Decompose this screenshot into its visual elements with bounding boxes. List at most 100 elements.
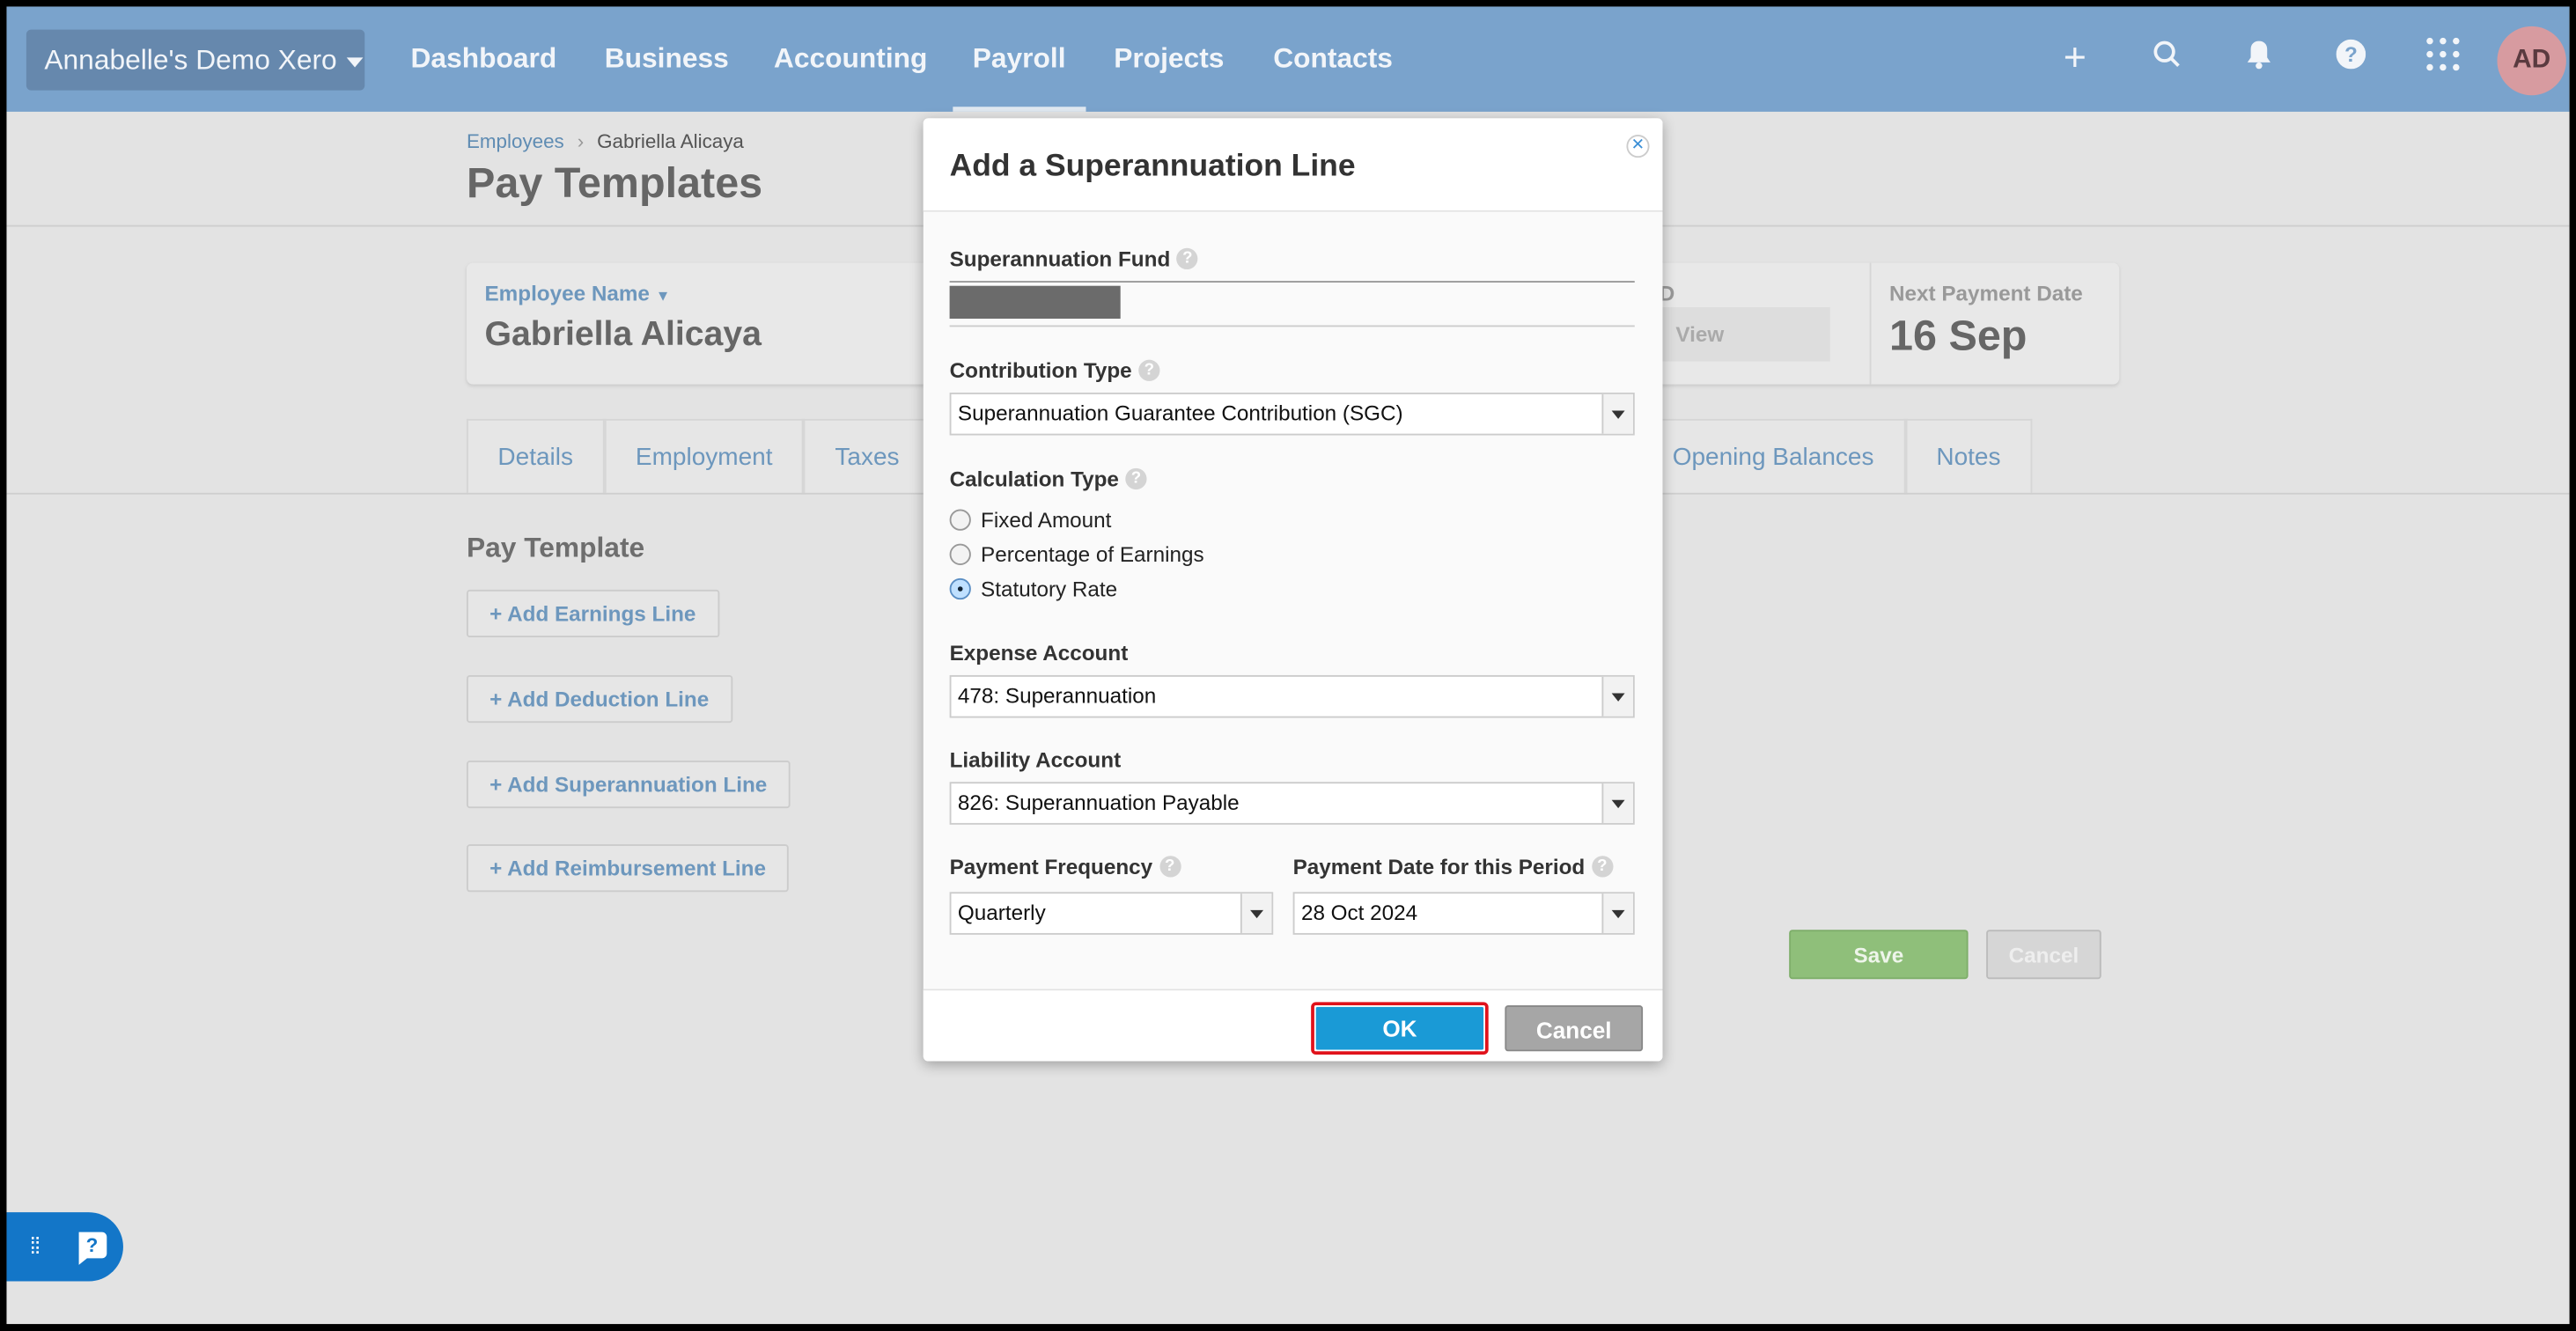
radio-fixed-amount[interactable]: Fixed Amount <box>949 507 1112 534</box>
help-icon[interactable]: ? <box>1176 247 1198 270</box>
help-icon[interactable]: ? <box>1159 856 1181 878</box>
employee-name-dropdown[interactable]: Employee Name ▼ <box>484 281 670 305</box>
help-icon[interactable]: ? <box>2328 36 2374 82</box>
radio-circle-selected[interactable] <box>949 577 971 600</box>
employee-name-label: Employee Name <box>484 281 650 306</box>
breadcrumb-current: Gabriella Alicaya <box>597 129 744 153</box>
next-payment-label: Next Payment Date <box>1889 281 2083 306</box>
payment-frequency-value: Quarterly <box>957 900 1046 925</box>
dialog-cancel-button[interactable]: Cancel <box>1505 1005 1644 1052</box>
radio-label: Percentage of Earnings <box>981 541 1204 567</box>
tab-employment[interactable]: Employment <box>604 418 804 495</box>
nav-contacts[interactable]: Contacts <box>1273 42 1393 74</box>
tabs: Details Employment Taxes <box>466 418 931 495</box>
expense-label: Expense Account <box>949 640 1129 666</box>
chevron-down-icon[interactable] <box>1601 893 1633 933</box>
liability-account-select[interactable]: 826: Superannuation Payable <box>949 782 1635 825</box>
search-icon[interactable] <box>2144 36 2190 82</box>
employee-name: Gabriella Alicaya <box>484 315 762 354</box>
liability-account-value: 826: Superannuation Payable <box>957 790 1240 815</box>
calc-label: Calculation Type? <box>950 467 1147 491</box>
nav-dashboard[interactable]: Dashboard <box>410 42 557 74</box>
divider <box>1869 262 1872 385</box>
payment-date-label-text: Payment Date for this Period <box>1292 854 1586 879</box>
ok-label: OK <box>1315 1006 1484 1050</box>
add-reimbursement-line-button[interactable]: + Add Reimbursement Line <box>466 844 790 893</box>
dialog-title: Add a Superannuation Line <box>949 149 1356 185</box>
fund-label: Superannuation Fund? <box>950 246 1198 271</box>
partial-label: D <box>1659 281 1675 306</box>
chevron-right-icon: › <box>577 129 585 153</box>
help-widget-button[interactable]: ⁞⁞ ? <box>6 1212 123 1282</box>
contribution-label-text: Contribution Type <box>949 357 1132 383</box>
bell-icon[interactable] <box>2236 36 2282 82</box>
close-icon[interactable]: ✕ <box>1626 135 1650 158</box>
radio-circle[interactable] <box>949 543 971 565</box>
frequency-label: Payment Frequency? <box>950 854 1181 879</box>
chevron-down-icon[interactable] <box>1601 676 1633 717</box>
radio-statutory-rate[interactable]: Statutory Rate <box>949 577 1118 603</box>
avatar[interactable]: AD <box>2497 26 2566 96</box>
breadcrumb-employees[interactable]: Employees <box>466 129 564 153</box>
contribution-label: Contribution Type? <box>950 358 1160 383</box>
tab-opening-balances[interactable]: Opening Balances <box>1641 418 1905 495</box>
apps-grid-icon[interactable] <box>2420 36 2466 82</box>
add-deduction-line-button[interactable]: + Add Deduction Line <box>466 674 732 724</box>
save-button[interactable]: Save <box>1789 930 1969 980</box>
contribution-type-select[interactable]: Superannuation Guarantee Contribution (S… <box>949 392 1635 436</box>
chat-help-icon: ? <box>78 1232 107 1265</box>
contribution-type-value: Superannuation Guarantee Contribution (S… <box>957 401 1403 426</box>
divider <box>949 325 1635 327</box>
expense-account-select[interactable]: 478: Superannuation <box>949 674 1635 718</box>
nav-payroll[interactable]: Payroll <box>953 6 1086 112</box>
radio-label: Fixed Amount <box>981 507 1112 533</box>
plus-icon[interactable]: + <box>2063 36 2087 81</box>
help-icon[interactable]: ? <box>1591 856 1613 878</box>
expense-account-value: 478: Superannuation <box>957 683 1157 709</box>
frequency-label-text: Payment Frequency <box>949 854 1153 879</box>
breadcrumb: Employees › Gabriella Alicaya <box>467 129 744 152</box>
dialog-header <box>923 118 1663 212</box>
payment-date-select[interactable]: 28 Oct 2024 <box>1292 892 1635 935</box>
fund-value-redacted[interactable] <box>949 285 1121 320</box>
help-icon[interactable]: ? <box>1138 359 1160 381</box>
pay-template-title: Pay Template <box>466 532 645 564</box>
nav-business[interactable]: Business <box>604 42 729 74</box>
chevron-down-icon[interactable] <box>1601 783 1633 823</box>
add-earnings-line-button[interactable]: + Add Earnings Line <box>466 589 719 638</box>
fund-label-text: Superannuation Fund <box>949 246 1171 271</box>
payment-frequency-select[interactable]: Quarterly <box>949 892 1274 935</box>
nav-accounting[interactable]: Accounting <box>773 42 928 74</box>
tabs-right: Opening Balances Notes <box>1641 418 2032 495</box>
tab-taxes[interactable]: Taxes <box>803 418 931 495</box>
chevron-down-icon[interactable] <box>1601 393 1633 434</box>
next-payment-date: 16 Sep <box>1889 310 2028 360</box>
cancel-button[interactable]: Cancel <box>1986 930 2101 980</box>
ok-button[interactable]: OK <box>1311 1002 1489 1055</box>
nav-projects[interactable]: Projects <box>1114 42 1225 74</box>
divider <box>949 281 1635 283</box>
caret-down-icon <box>346 56 364 67</box>
tab-notes[interactable]: Notes <box>1904 418 2032 495</box>
caret-down-icon: ▼ <box>655 287 671 305</box>
add-superannuation-dialog: Add a Superannuation Line ✕ Superannuati… <box>923 118 1663 1062</box>
radio-label: Statutory Rate <box>981 577 1118 601</box>
radio-circle[interactable] <box>949 509 971 531</box>
svg-text:?: ? <box>86 1234 99 1256</box>
add-superannuation-line-button[interactable]: + Add Superannuation Line <box>466 761 791 809</box>
payment-date-label: Payment Date for this Period? <box>1293 854 1613 879</box>
calc-label-text: Calculation Type <box>949 466 1119 491</box>
view-button[interactable]: View <box>1649 306 1830 362</box>
chevron-down-icon[interactable] <box>1240 893 1272 933</box>
tab-details[interactable]: Details <box>466 418 605 495</box>
radio-percentage-of-earnings[interactable]: Percentage of Earnings <box>949 541 1204 569</box>
org-switcher[interactable]: Annabelle's Demo Xero <box>26 29 365 91</box>
drag-handle-icon[interactable]: ⁞⁞ <box>29 1232 41 1259</box>
org-name: Annabelle's Demo Xero <box>44 44 337 76</box>
liability-label: Liability Account <box>949 747 1122 773</box>
help-icon[interactable]: ? <box>1125 467 1147 490</box>
payment-date-value: 28 Oct 2024 <box>1300 900 1418 925</box>
svg-text:?: ? <box>2344 43 2358 67</box>
top-nav: Annabelle's Demo Xero Dashboard Business… <box>6 6 2570 112</box>
page-title: Pay Templates <box>466 158 763 208</box>
